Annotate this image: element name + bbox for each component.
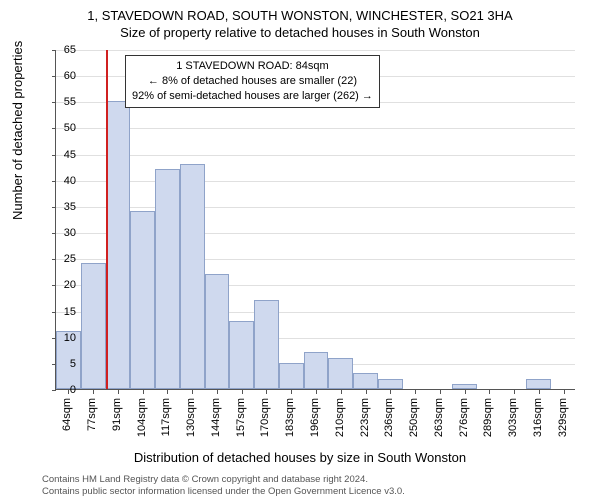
footer-line1: Contains HM Land Registry data © Crown c…	[42, 474, 405, 486]
ytick-label: 50	[48, 122, 76, 134]
bar	[155, 169, 180, 389]
xtick-mark	[564, 390, 565, 394]
gridline	[56, 207, 575, 208]
ytick-label: 35	[48, 201, 76, 213]
ytick-label: 65	[48, 44, 76, 56]
xtick-label: 91sqm	[111, 398, 123, 431]
y-axis-label: Number of detached properties	[10, 41, 25, 220]
gridline	[56, 155, 575, 156]
xtick-mark	[316, 390, 317, 394]
bar	[279, 363, 304, 389]
xtick-label: 236sqm	[383, 398, 395, 437]
ytick-label: 40	[48, 175, 76, 187]
x-axis-label: Distribution of detached houses by size …	[0, 450, 600, 465]
xtick-mark	[118, 390, 119, 394]
reference-line	[106, 50, 108, 389]
xtick-mark	[192, 390, 193, 394]
xtick-mark	[143, 390, 144, 394]
xtick-label: 117sqm	[160, 398, 172, 436]
ytick-label: 45	[48, 149, 76, 161]
xtick-label: 303sqm	[507, 398, 519, 437]
title-sub: Size of property relative to detached ho…	[0, 23, 600, 40]
xtick-mark	[440, 390, 441, 394]
xtick-mark	[514, 390, 515, 394]
bar	[304, 352, 329, 389]
footer-line2: Contains public sector information licen…	[42, 486, 405, 498]
bar	[378, 379, 403, 389]
title-main: 1, STAVEDOWN ROAD, SOUTH WONSTON, WINCHE…	[0, 0, 600, 23]
xtick-mark	[266, 390, 267, 394]
bar	[353, 373, 378, 389]
xtick-mark	[291, 390, 292, 394]
xtick-mark	[366, 390, 367, 394]
xtick-label: 183sqm	[284, 398, 296, 437]
xtick-mark	[415, 390, 416, 394]
gridline	[56, 50, 575, 51]
bar	[130, 211, 155, 389]
bar	[526, 379, 551, 389]
xtick-label: 289sqm	[482, 398, 494, 437]
xtick-label: 157sqm	[235, 398, 247, 437]
bar	[452, 384, 477, 389]
bar	[205, 274, 230, 389]
xtick-label: 276sqm	[458, 398, 470, 437]
bar	[229, 321, 254, 389]
ytick-label: 30	[48, 227, 76, 239]
xtick-mark	[489, 390, 490, 394]
xtick-label: 316sqm	[532, 398, 544, 437]
xtick-mark	[539, 390, 540, 394]
gridline	[56, 181, 575, 182]
ytick-label: 60	[48, 70, 76, 82]
gridline	[56, 128, 575, 129]
ytick-label: 10	[48, 332, 76, 344]
xtick-label: 144sqm	[210, 398, 222, 437]
bar	[81, 263, 106, 389]
footer: Contains HM Land Registry data © Crown c…	[42, 474, 405, 498]
xtick-label: 329sqm	[557, 398, 569, 437]
xtick-label: 196sqm	[309, 398, 321, 437]
xtick-mark	[242, 390, 243, 394]
xtick-label: 263sqm	[433, 398, 445, 437]
ytick-label: 0	[48, 384, 76, 396]
xtick-label: 77sqm	[86, 398, 98, 431]
ytick-label: 25	[48, 253, 76, 265]
bar	[254, 300, 279, 389]
ytick-label: 5	[48, 358, 76, 370]
xtick-mark	[167, 390, 168, 394]
xtick-label: 64sqm	[61, 398, 73, 431]
xtick-label: 250sqm	[408, 398, 420, 437]
ytick-label: 20	[48, 279, 76, 291]
xtick-mark	[465, 390, 466, 394]
xtick-label: 223sqm	[359, 398, 371, 437]
annotation-box: 1 STAVEDOWN ROAD: 84sqm ← 8% of detached…	[125, 55, 380, 108]
xtick-label: 210sqm	[334, 398, 346, 437]
xtick-label: 170sqm	[259, 398, 271, 437]
xtick-mark	[341, 390, 342, 394]
bar	[106, 101, 131, 389]
ytick-label: 15	[48, 306, 76, 318]
annot-line3: 92% of semi-detached houses are larger (…	[132, 89, 373, 104]
xtick-mark	[93, 390, 94, 394]
xtick-label: 130sqm	[185, 398, 197, 437]
ytick-label: 55	[48, 96, 76, 108]
bar	[328, 358, 353, 389]
annot-line2: ← 8% of detached houses are smaller (22)	[132, 74, 373, 89]
xtick-label: 104sqm	[136, 398, 148, 437]
bar	[180, 164, 205, 389]
xtick-mark	[390, 390, 391, 394]
chart: 1 STAVEDOWN ROAD: 84sqm ← 8% of detached…	[55, 50, 575, 410]
xtick-mark	[217, 390, 218, 394]
annot-line1: 1 STAVEDOWN ROAD: 84sqm	[132, 59, 373, 74]
